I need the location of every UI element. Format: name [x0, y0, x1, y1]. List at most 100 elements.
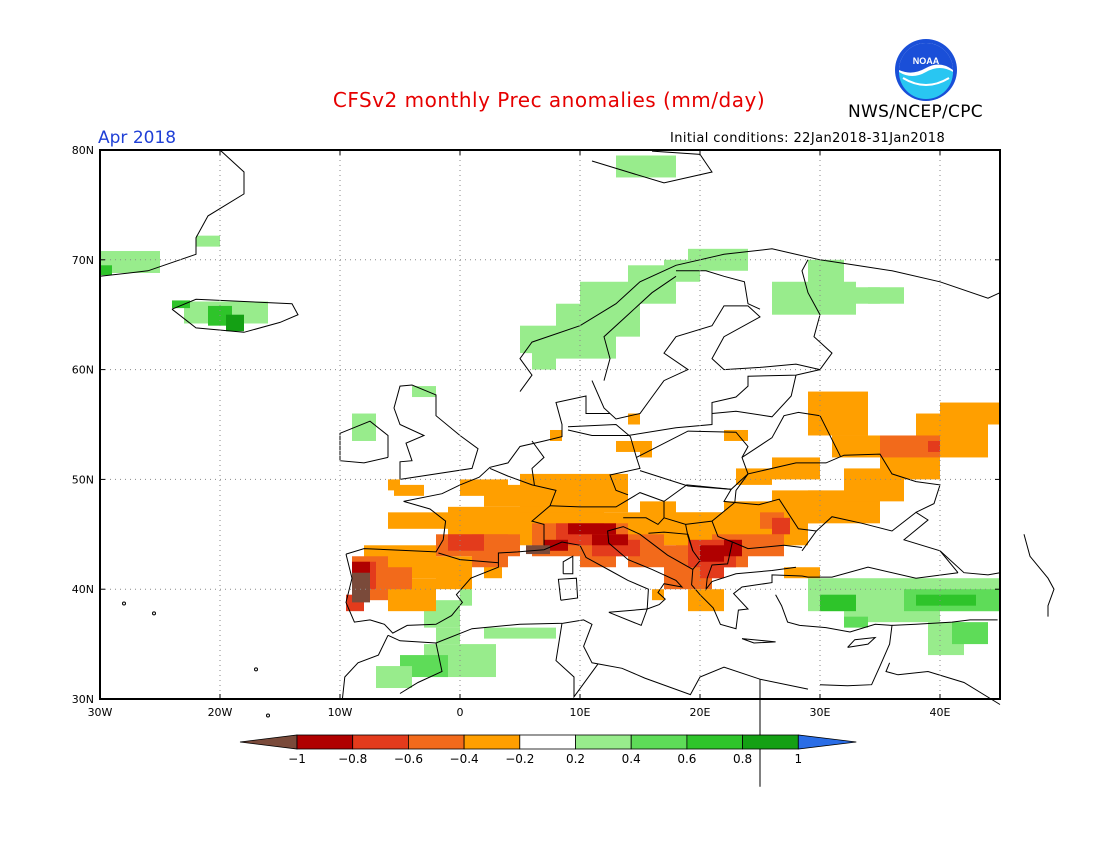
lat-labels: 80N 70N 60N 50N 40N 30N — [72, 144, 94, 706]
map-frame — [99, 149, 1001, 700]
coastline-segment — [847, 636, 877, 648]
anomaly-cell — [832, 435, 880, 458]
coastline-segment — [438, 552, 499, 564]
coastline-segment — [663, 484, 737, 525]
anomaly-cell — [916, 594, 976, 606]
colorbar-label: 0.4 — [622, 752, 641, 766]
anomaly-cell — [724, 429, 748, 441]
coastline-segment — [741, 411, 841, 458]
colorbar-label: −0.6 — [394, 752, 423, 766]
anomaly-cell — [484, 627, 520, 639]
coastline-segment — [531, 440, 545, 485]
coastline-segment — [939, 550, 1001, 576]
colorbar-label: −0.4 — [450, 752, 479, 766]
coastline-segment — [562, 555, 574, 575]
coastline-segment — [171, 298, 299, 333]
anomaly-cell — [652, 589, 664, 601]
coastline-segment — [676, 270, 761, 310]
lon-label: 30W — [88, 706, 113, 719]
coastline-segment — [399, 642, 443, 694]
coastline-segment — [801, 259, 833, 370]
anomaly-cell — [952, 622, 988, 645]
agency-label: NWS/NCEP/CPC — [848, 102, 983, 122]
coastline-segment — [339, 420, 389, 464]
anomaly-cell — [100, 265, 112, 276]
anomaly-cell — [700, 545, 724, 562]
anomaly-cell — [616, 155, 676, 178]
lon-label: 0 — [457, 706, 464, 719]
colorbar-segment — [296, 734, 354, 750]
axis-ticks — [99, 149, 1000, 700]
colorbar-segment — [463, 734, 521, 750]
anomaly-cell — [436, 627, 460, 645]
graticule — [100, 150, 1000, 699]
anomaly-cell — [880, 435, 940, 458]
anomaly-cell — [940, 402, 1000, 425]
colorbar-segment — [686, 734, 744, 750]
lon-label: 20W — [208, 706, 233, 719]
coastline-segment — [741, 638, 776, 644]
colorbar-label: −1 — [288, 752, 306, 766]
coastline-segment — [555, 623, 599, 699]
anomaly-cell — [640, 501, 676, 524]
colorbar-segment — [519, 734, 576, 750]
colorbar-label: −0.8 — [338, 752, 367, 766]
coastline-segment — [345, 526, 959, 634]
anomaly-cell — [100, 251, 160, 273]
coastline-segment — [393, 384, 479, 480]
colorbar-label: 0.8 — [733, 752, 752, 766]
coastline-segment — [603, 275, 677, 381]
lat-label: 50N — [72, 473, 94, 486]
coastline-segment — [567, 369, 821, 436]
colorbar-label: 0.6 — [677, 752, 696, 766]
coastline-segment — [387, 619, 809, 696]
colorbar-label: 1 — [794, 752, 802, 766]
coastline-segment — [99, 149, 245, 277]
anomaly-cell — [808, 259, 844, 304]
anomaly-cell — [532, 342, 556, 370]
anomaly-cell — [688, 248, 748, 271]
coastline-segment — [591, 150, 713, 184]
anomaly-cell — [550, 429, 562, 441]
coastline-segment — [711, 374, 797, 418]
colorbar-arrow-high — [797, 734, 857, 750]
coastline-segment — [734, 498, 817, 532]
anomaly-cell — [436, 556, 472, 590]
lon-label: 20E — [690, 706, 711, 719]
island — [254, 667, 258, 672]
anomaly-cell — [388, 567, 412, 590]
anomaly-cell — [226, 314, 244, 332]
lat-label: 80N — [72, 144, 94, 157]
island — [266, 713, 270, 718]
lat-label: 60N — [72, 364, 94, 377]
coastline-segment — [591, 305, 821, 420]
coastline-segment — [608, 608, 648, 627]
lat-label: 40N — [72, 583, 94, 596]
coastline-segment — [891, 619, 998, 626]
colorbar-segment — [352, 734, 409, 750]
initial-conditions: Initial conditions: 22Jan2018-31Jan2018 — [670, 131, 946, 146]
anomaly-cell — [772, 517, 790, 535]
anomaly-cell — [412, 386, 436, 398]
coastline-segment — [489, 467, 557, 546]
coastline-segment — [345, 395, 610, 555]
anomaly-cell — [196, 235, 220, 247]
anomaly-cell — [520, 627, 556, 639]
colorbar-segment — [630, 734, 688, 750]
anomaly-cell — [820, 594, 856, 612]
coastline-segment — [567, 423, 641, 496]
lon-label: 10W — [328, 706, 353, 719]
colorbar-arrow-low — [239, 734, 298, 750]
anomaly-cell — [628, 413, 640, 425]
coastline-segment — [711, 520, 803, 550]
coastline-segment — [801, 511, 959, 574]
map-title: CFSv2 monthly Prec anomalies (mm/day) — [332, 88, 766, 112]
colorbar-segment — [742, 734, 799, 750]
anomaly-cell — [526, 545, 550, 555]
noaa-logo: NOAA — [895, 39, 957, 101]
lat-label: 30N — [72, 693, 94, 706]
anomaly-cell — [394, 484, 424, 496]
coastline-segment — [1023, 534, 1055, 617]
island — [122, 601, 126, 606]
